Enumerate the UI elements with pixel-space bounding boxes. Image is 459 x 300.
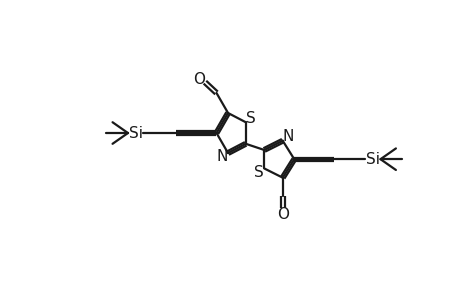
Text: Si: Si [365, 152, 379, 167]
Text: O: O [193, 72, 205, 87]
Text: S: S [246, 111, 256, 126]
Text: N: N [217, 149, 228, 164]
Text: O: O [276, 207, 288, 222]
Text: S: S [253, 165, 263, 180]
Text: N: N [282, 129, 293, 144]
Text: Si: Si [129, 125, 142, 140]
